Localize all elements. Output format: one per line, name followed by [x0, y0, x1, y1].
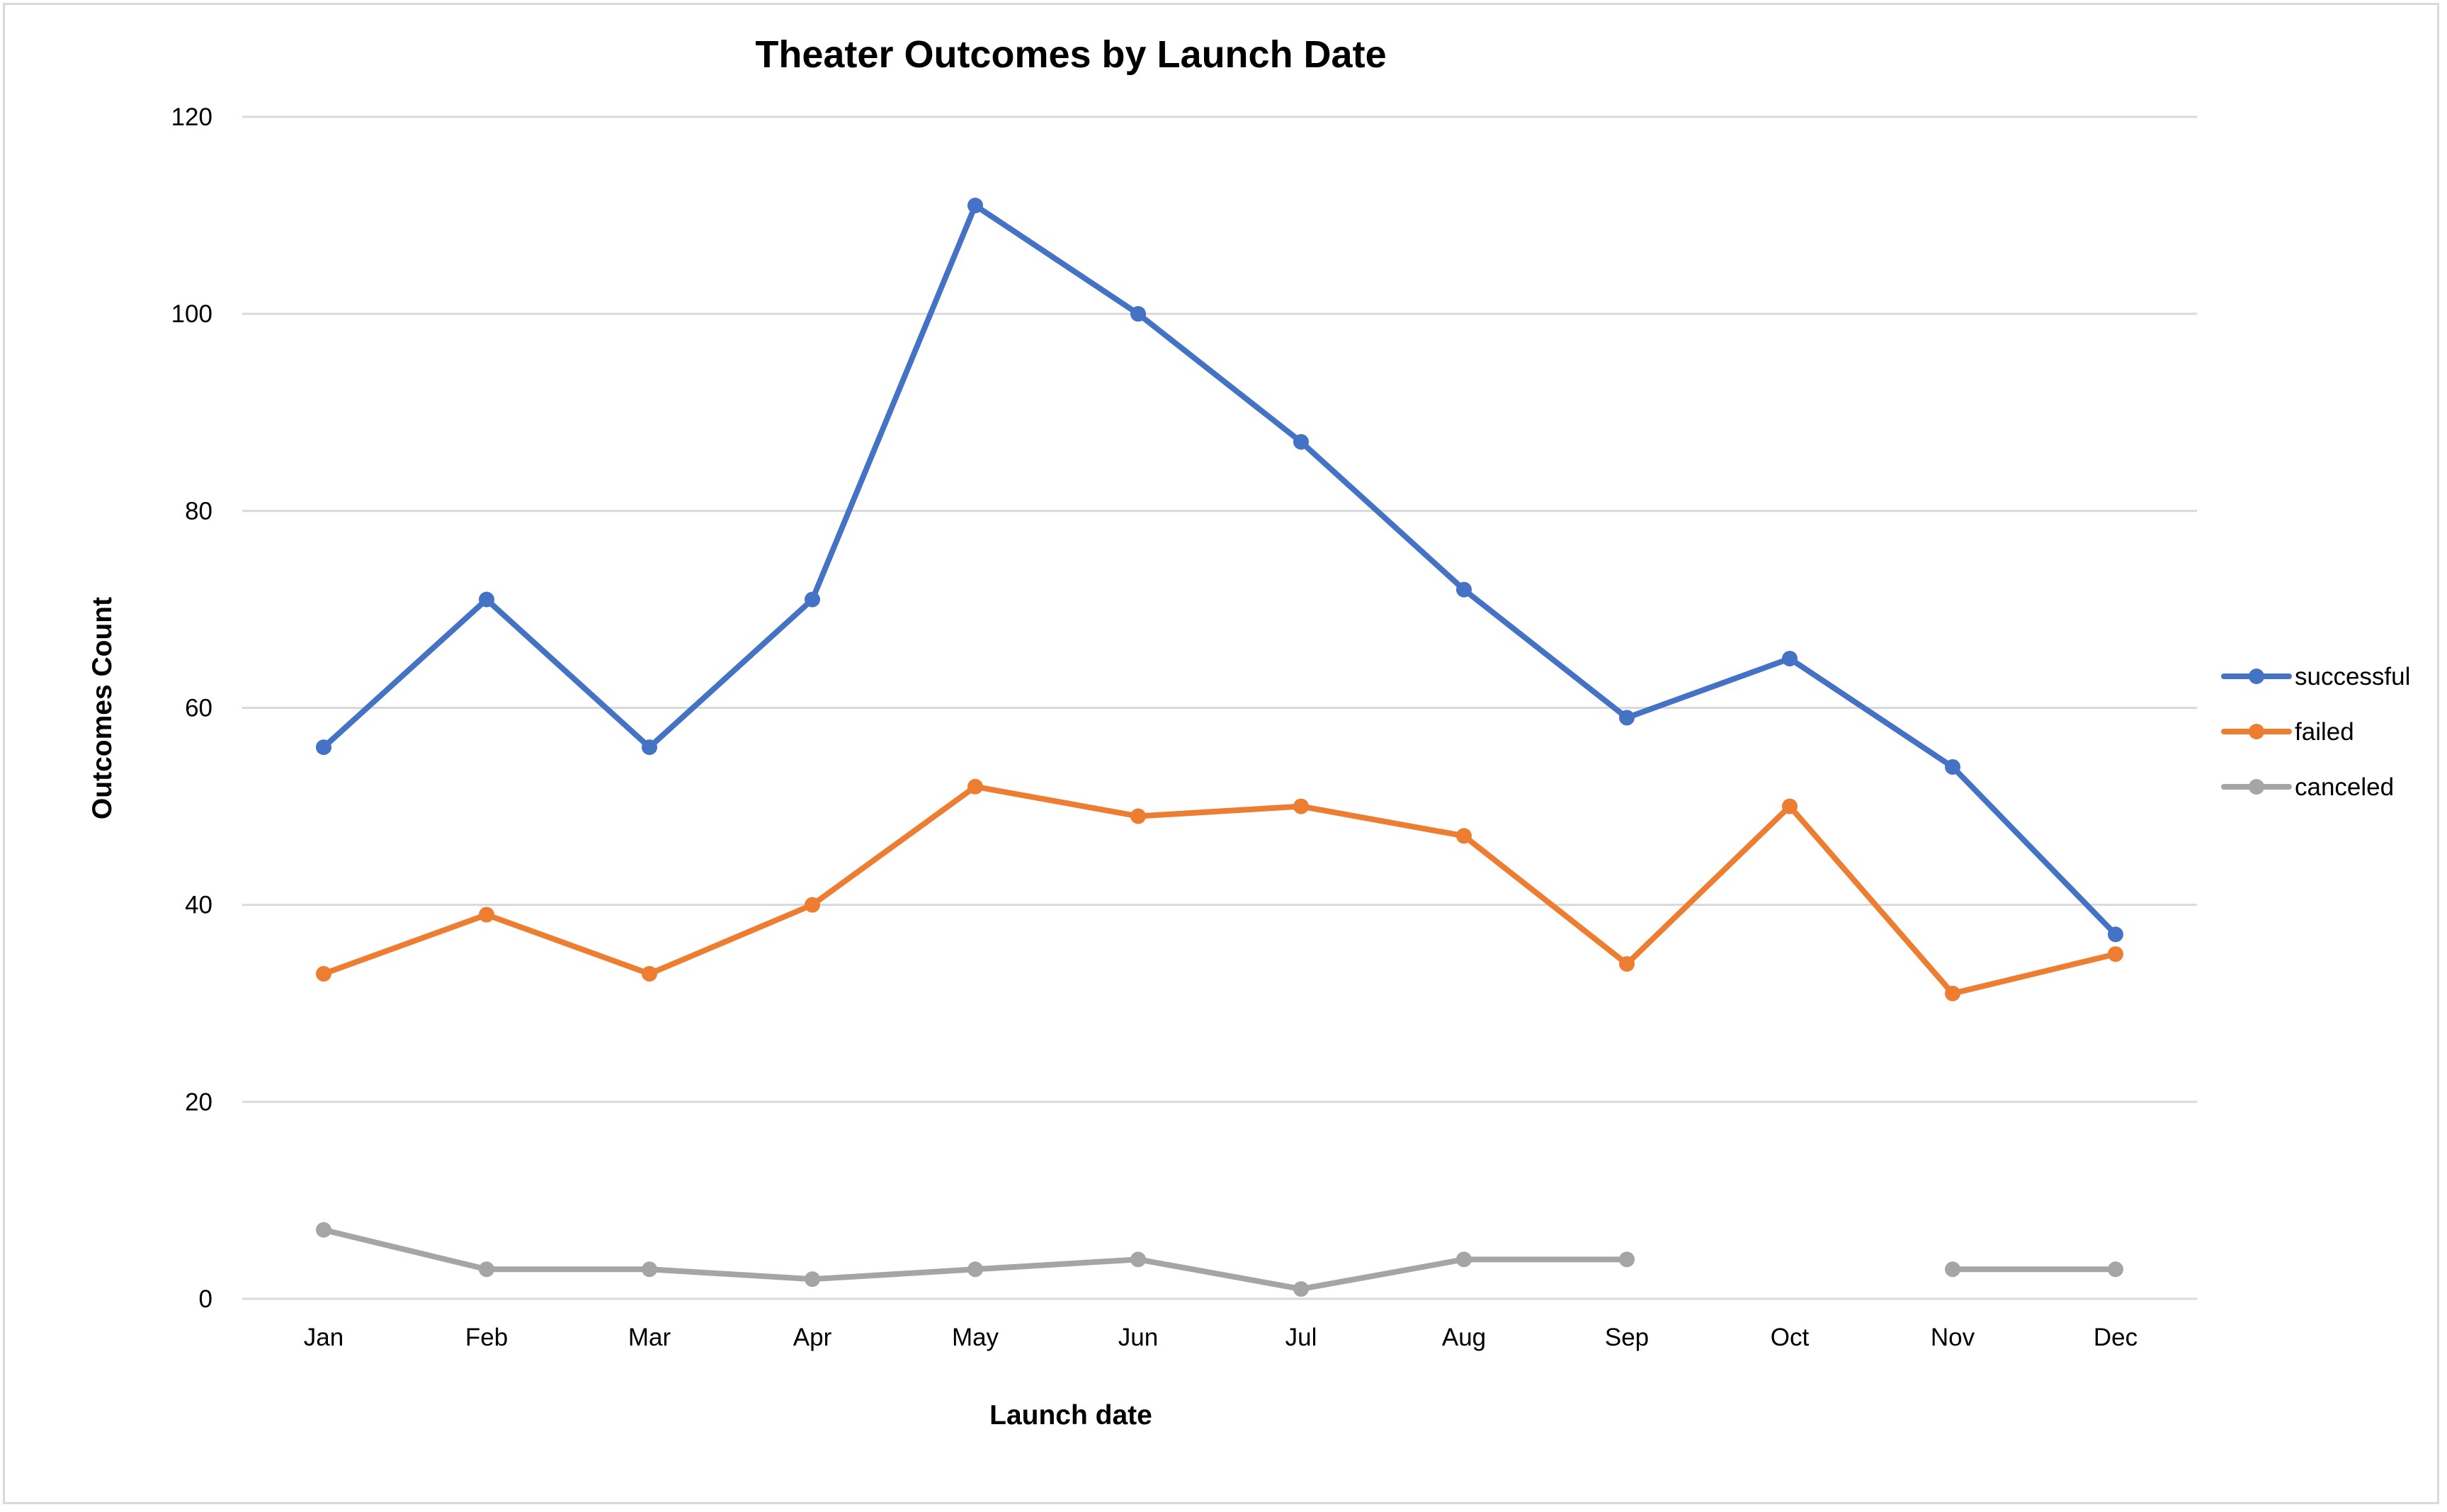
data-point-canceled-aug — [1456, 1251, 1472, 1268]
x-tick-label-nov: Nov — [1931, 1324, 1975, 1351]
data-point-canceled-jan — [316, 1222, 331, 1238]
series-line-canceled — [321, 1227, 1630, 1292]
data-point-failed-may — [967, 778, 983, 795]
legend-marker-successful — [2249, 669, 2264, 684]
y-tick-label: 100 — [171, 300, 212, 328]
data-point-successful-mar — [642, 739, 657, 756]
data-point-failed-dec — [2108, 946, 2123, 962]
data-point-successful-aug — [1456, 581, 1472, 598]
data-point-successful-nov — [1945, 758, 1960, 775]
data-point-canceled-may — [967, 1261, 983, 1278]
legend-item-successful: successful — [2221, 663, 2410, 690]
x-tick-label-aug: Aug — [1442, 1324, 1486, 1351]
x-tick-label-apr: Apr — [793, 1324, 832, 1351]
x-axis-title: Launch date — [989, 1400, 1152, 1431]
data-point-canceled-nov — [1945, 1261, 1960, 1278]
data-point-successful-sep — [1619, 710, 1635, 726]
y-tick-label: 120 — [171, 103, 212, 131]
data-point-canceled-mar — [642, 1261, 657, 1278]
x-tick-label-dec: Dec — [2094, 1324, 2137, 1351]
data-point-successful-jun — [1130, 306, 1146, 322]
data-point-failed-feb — [479, 906, 494, 923]
legend-marker-failed — [2249, 724, 2264, 739]
data-point-canceled-apr — [805, 1271, 820, 1288]
data-point-failed-jan — [316, 966, 331, 982]
data-point-successful-jan — [316, 739, 331, 756]
data-point-successful-oct — [1782, 650, 1798, 666]
data-point-canceled-jul — [1293, 1281, 1309, 1297]
legend-marker-canceled — [2249, 779, 2264, 795]
legend-label-canceled: canceled — [2295, 773, 2394, 801]
y-tick-label: 20 — [185, 1088, 212, 1116]
data-point-failed-jul — [1293, 798, 1309, 814]
y-tick-label: 40 — [185, 892, 212, 919]
data-point-failed-jun — [1130, 808, 1146, 824]
series-lines — [316, 198, 2123, 1297]
legend-item-canceled: canceled — [2221, 773, 2394, 801]
x-axis-tick-labels: Jan Feb Mar Apr May Jun Jul Aug Sep Oct Nov Dec — [304, 1324, 2137, 1351]
chart-title: Theater Outcomes by Launch Date — [755, 33, 1386, 76]
series-line-successful — [321, 203, 2118, 938]
data-point-failed-aug — [1456, 828, 1472, 844]
x-tick-label-oct: Oct — [1771, 1324, 1810, 1351]
y-tick-label: 80 — [185, 497, 212, 525]
series-line-failed — [321, 783, 2118, 996]
data-point-successful-may — [967, 198, 983, 214]
legend-label-failed: failed — [2295, 718, 2354, 746]
data-point-failed-oct — [1782, 798, 1798, 814]
data-point-failed-apr — [805, 897, 820, 913]
x-tick-label-jan: Jan — [304, 1324, 344, 1351]
data-point-failed-mar — [642, 966, 657, 982]
data-point-successful-dec — [2108, 926, 2123, 943]
x-tick-label-jul: Jul — [1285, 1324, 1317, 1351]
data-point-failed-nov — [1945, 985, 1960, 1001]
data-point-canceled-jun — [1130, 1251, 1146, 1268]
data-point-successful-feb — [479, 591, 494, 608]
x-tick-label-jun: Jun — [1118, 1324, 1158, 1351]
series-canceled — [316, 1222, 2123, 1297]
y-axis-tick-labels: 0 20 40 60 80 100 120 — [171, 103, 212, 1313]
x-tick-label-mar: Mar — [628, 1324, 671, 1351]
chart-frame — [3, 3, 2439, 1504]
y-axis-title: Outcomes Count — [87, 597, 118, 819]
y-tick-label: 0 — [199, 1285, 212, 1313]
legend-label-successful: successful — [2295, 663, 2410, 690]
series-successful — [316, 198, 2123, 943]
data-point-canceled-feb — [479, 1261, 494, 1278]
x-tick-label-feb: Feb — [465, 1324, 508, 1351]
x-tick-label-may: May — [952, 1324, 999, 1351]
legend-item-failed: failed — [2221, 718, 2354, 746]
data-point-canceled-dec — [2108, 1261, 2123, 1278]
gridlines — [242, 115, 2197, 1300]
data-point-successful-apr — [805, 591, 820, 608]
series-failed — [316, 778, 2123, 1001]
legend: successful failed canceled — [2221, 663, 2410, 801]
data-point-successful-jul — [1293, 433, 1309, 450]
data-point-failed-sep — [1619, 956, 1635, 972]
x-tick-label-sep: Sep — [1605, 1324, 1649, 1351]
data-point-canceled-sep — [1619, 1251, 1635, 1268]
y-tick-label: 60 — [185, 695, 212, 722]
